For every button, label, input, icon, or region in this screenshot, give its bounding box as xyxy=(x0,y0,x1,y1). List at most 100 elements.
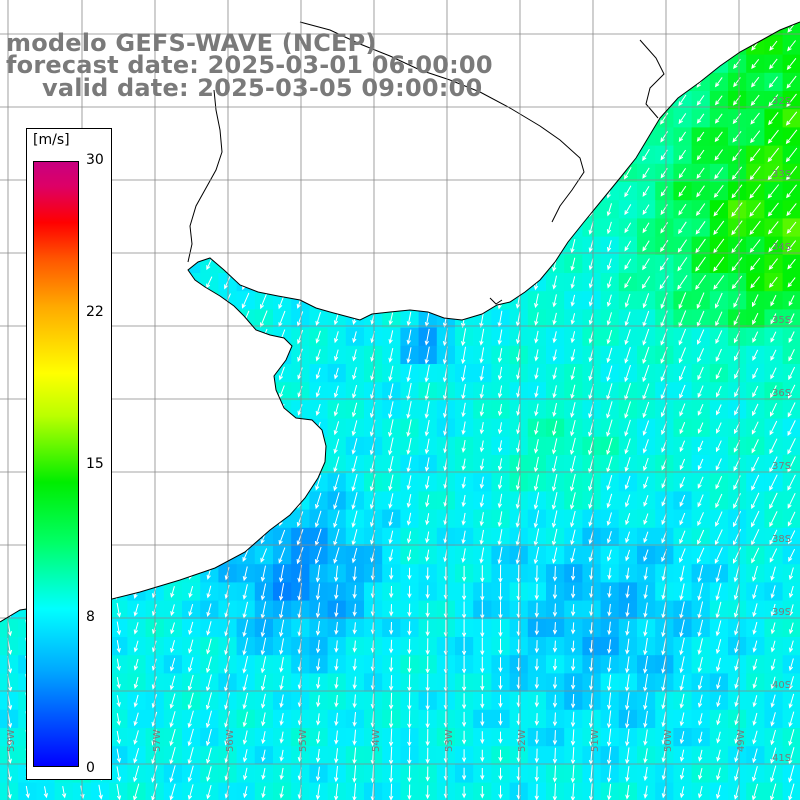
wind-arrow xyxy=(42,1,49,17)
wind-arrow xyxy=(241,292,250,309)
wind-arrow xyxy=(115,112,122,126)
wind-arrow xyxy=(552,111,558,127)
wind-arrow xyxy=(752,4,759,13)
wind-arrow xyxy=(169,493,177,509)
wind-arrow xyxy=(642,186,650,197)
wind-arrow xyxy=(714,77,723,88)
wind-arrow xyxy=(462,1,466,18)
wind-arrow xyxy=(133,403,140,417)
wind-speed-cell xyxy=(327,218,347,238)
wind-speed-cell xyxy=(655,0,674,19)
wind-speed-cell xyxy=(182,527,201,547)
wind-speed-cell xyxy=(127,455,147,474)
wind-speed-cell xyxy=(0,564,19,583)
wind-speed-cell xyxy=(55,0,74,19)
wind-speed-cell xyxy=(254,400,274,420)
wind-arrow xyxy=(224,222,231,234)
wind-arrow xyxy=(205,420,214,437)
wind-speed-cell xyxy=(327,254,347,274)
wind-speed-cell xyxy=(163,509,183,529)
wind-arrow xyxy=(461,274,466,292)
wind-speed-cell xyxy=(418,109,438,128)
wind-speed-cell xyxy=(527,127,547,147)
wind-arrow xyxy=(6,258,12,271)
wind-speed-cell xyxy=(437,0,456,19)
wind-speed-cell xyxy=(400,0,419,19)
wind-arrow xyxy=(6,203,12,216)
wind-speed-cell xyxy=(364,109,383,128)
wind-arrow xyxy=(696,95,705,106)
wind-arrow xyxy=(297,440,303,453)
wind-speed-cell xyxy=(54,109,74,128)
wind-speed-cell xyxy=(254,254,274,274)
wind-speed-cell xyxy=(436,200,456,219)
wind-arrow xyxy=(351,110,358,127)
wind-speed-cell xyxy=(254,418,274,438)
wind-arrow xyxy=(606,221,612,235)
wind-arrow xyxy=(168,438,178,455)
wind-arrow xyxy=(223,365,232,382)
wind-speed-cell xyxy=(364,218,383,238)
wind-arrow xyxy=(551,200,558,219)
wind-arrow xyxy=(242,421,249,435)
wind-speed-cell xyxy=(527,54,547,74)
wind-arrow xyxy=(570,276,576,289)
wind-speed-cell xyxy=(127,418,147,438)
wind-arrow xyxy=(425,2,429,17)
wind-arrow xyxy=(552,57,557,71)
wind-arrow xyxy=(6,494,12,508)
wind-arrow xyxy=(677,57,688,71)
wind-speed-cell xyxy=(0,327,19,347)
wind-speed-cell xyxy=(236,491,256,511)
wind-speed-cell xyxy=(491,254,511,274)
wind-speed-cell xyxy=(691,36,711,56)
wind-arrow xyxy=(132,438,141,454)
wind-speed-cell xyxy=(0,309,19,329)
wind-arrow xyxy=(406,184,412,199)
wind-speed-cell xyxy=(254,364,274,383)
wind-arrow xyxy=(261,458,267,471)
wind-arrow xyxy=(333,237,340,255)
wind-arrow xyxy=(570,39,576,53)
wind-speed-cell xyxy=(564,182,583,201)
wind-speed-cell xyxy=(364,236,383,256)
wind-arrow xyxy=(168,110,178,127)
wind-arrow xyxy=(533,237,540,255)
wind-arrow xyxy=(516,58,521,71)
wind-arrow xyxy=(389,3,393,15)
wind-speed-cell xyxy=(546,109,565,128)
wind-arrow xyxy=(168,128,178,146)
wind-speed-cell xyxy=(455,182,474,201)
wind-speed-cell xyxy=(0,273,19,292)
wind-speed-cell xyxy=(436,254,456,274)
wind-arrow xyxy=(6,2,12,17)
latitude-label: 35S xyxy=(772,315,791,326)
wind-speed-cell xyxy=(200,364,219,383)
wind-arrow xyxy=(114,457,122,472)
wind-arrow xyxy=(406,22,412,36)
wind-arrow xyxy=(607,276,612,289)
wind-speed-cell xyxy=(509,236,529,256)
wind-speed-cell xyxy=(91,0,110,19)
wind-speed-cell xyxy=(455,200,474,219)
wind-arrow xyxy=(206,166,213,180)
wind-arrow xyxy=(169,184,177,199)
wind-arrow xyxy=(641,74,651,90)
wind-speed-cell xyxy=(273,218,292,238)
wind-arrow xyxy=(424,22,430,37)
wind-arrow xyxy=(168,165,177,182)
wind-arrow xyxy=(497,184,503,200)
wind-speed-cell xyxy=(564,127,583,147)
wind-arrow xyxy=(115,331,122,344)
wind-speed-cell xyxy=(618,72,638,92)
wind-speed-cell xyxy=(491,109,511,128)
wind-arrow xyxy=(315,255,322,273)
wind-arrow xyxy=(242,257,249,272)
wind-arrow xyxy=(279,494,285,508)
wind-speed-cell xyxy=(200,327,219,347)
wind-speed-cell xyxy=(491,54,511,74)
wind-arrow xyxy=(552,294,557,308)
wind-arrow xyxy=(713,184,724,198)
wind-arrow xyxy=(696,113,705,124)
wind-arrow xyxy=(570,128,576,146)
